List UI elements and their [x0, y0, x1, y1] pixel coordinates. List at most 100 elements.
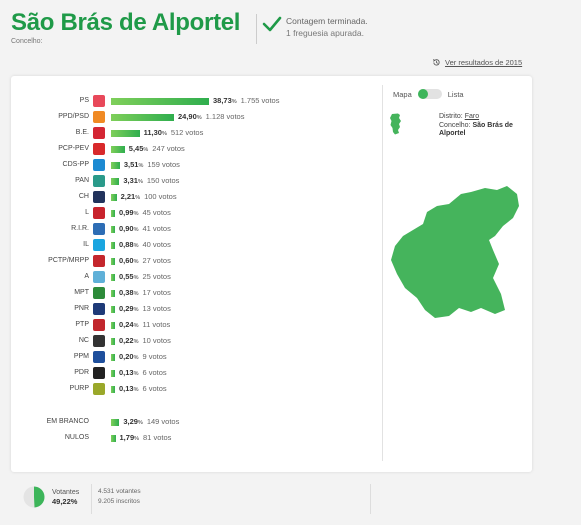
vote-percentage: 0,38 [119, 288, 134, 297]
vote-bar [111, 258, 115, 265]
vote-count: 6 votos [142, 368, 167, 377]
vote-values: 5,45% 247 votos [129, 142, 185, 157]
vote-count: 13 votos [142, 304, 171, 313]
result-row[interactable]: IL 0,88% 40 votos [11, 238, 371, 252]
ps-logo-icon [93, 95, 105, 107]
percent-symbol: % [133, 339, 139, 345]
map-view-label[interactable]: Mapa [393, 89, 412, 99]
vote-bar [111, 194, 117, 201]
vote-bar [111, 274, 115, 281]
vote-percentage: 5,45 [128, 144, 144, 153]
count-status: Contagem terminada. [286, 16, 368, 26]
vote-percentage: 0,55 [119, 272, 134, 281]
vote-bar [111, 178, 120, 185]
vote-count: 150 votos [146, 176, 180, 185]
result-row[interactable]: PTP 0,24% 11 votos [11, 318, 371, 332]
council-name: São Brás de Alportel [439, 121, 513, 138]
party-name: IL [83, 241, 89, 248]
result-row[interactable]: EM BRANCO 3,29% 149 votos [11, 415, 371, 429]
voters-pct-value: 49,22 [52, 497, 71, 506]
result-row[interactable]: PCTP/MRPP 0,60% 27 votos [11, 254, 371, 268]
result-row[interactable]: NULOS 1,79% 81 votos [11, 431, 371, 445]
mpt-logo-icon [93, 287, 105, 299]
previous-results-link[interactable]: Ver resultados de 2015 [432, 58, 522, 67]
vote-percentage: 0,88 [119, 240, 134, 249]
result-row[interactable]: CDS-PP 3,51% 159 votos [11, 158, 371, 172]
percent-symbol: % [138, 163, 144, 169]
previous-results-label[interactable]: Ver resultados de 2015 [445, 58, 523, 67]
vote-values: 11,30% 512 votos [144, 126, 204, 141]
ppm-logo-icon [93, 351, 105, 363]
result-row[interactable]: B.E. 11,30% 512 votos [11, 126, 371, 140]
percent-symbol: % [133, 275, 139, 281]
percent-symbol: % [133, 243, 139, 249]
vote-values: 0,55% 25 votos [119, 270, 171, 285]
page-subtitle: Concelho: [11, 38, 43, 45]
vote-percentage: 0,13 [119, 368, 134, 377]
il-logo-icon [93, 239, 105, 251]
voters-pct-symbol: % [70, 497, 78, 506]
result-row[interactable]: NC 0,22% 10 votos [11, 334, 371, 348]
vote-bar [111, 146, 125, 153]
pan-logo-icon [93, 175, 105, 187]
alianca-logo-icon [93, 271, 105, 283]
portugal-map-icon [390, 113, 401, 135]
result-row[interactable]: A 0,55% 25 votos [11, 270, 371, 284]
vote-bar [111, 386, 115, 393]
percent-symbol: % [133, 259, 139, 265]
header-divider [256, 14, 257, 44]
pcp-pev-logo-icon [93, 143, 105, 155]
result-row[interactable]: PPM 0,20% 9 votos [11, 350, 371, 364]
vote-values: 38,73% 1.755 votos [213, 94, 279, 109]
nc-logo-icon [93, 335, 105, 347]
checkmark-icon [262, 16, 282, 32]
result-row[interactable]: PNR 0,29% 13 votos [11, 302, 371, 316]
percent-symbol: % [143, 147, 149, 153]
party-name: NC [78, 337, 89, 344]
result-row[interactable]: L 0,99% 45 votos [11, 206, 371, 220]
party-name: PPM [73, 353, 89, 360]
vote-values: 0,90% 41 votos [119, 222, 171, 237]
result-row[interactable]: PCP-PEV 5,45% 247 votos [11, 142, 371, 156]
result-row[interactable]: PS 38,73% 1.755 votos [11, 94, 371, 108]
vote-count: 1.755 votos [240, 96, 280, 105]
vote-bar [111, 210, 115, 217]
vote-values: 0,13% 6 votos [119, 382, 167, 397]
vote-values: 24,90% 1.128 votos [178, 110, 244, 125]
municipality-map[interactable] [389, 184, 521, 318]
vote-count: 512 votos [170, 128, 204, 137]
percent-symbol: % [133, 387, 139, 393]
percent-symbol: % [133, 227, 139, 233]
vote-values: 3,29% 149 votos [123, 415, 179, 430]
percent-symbol: % [133, 307, 139, 313]
vote-count: 159 votos [147, 160, 180, 169]
result-row[interactable]: R.I.R. 0,90% 41 votos [11, 222, 371, 236]
vote-count: 9 votos [142, 352, 167, 361]
vote-count: 45 votos [142, 208, 171, 217]
percent-symbol: % [135, 195, 141, 201]
list-view-label[interactable]: Lista [447, 89, 464, 99]
council-label: Concelho: [439, 121, 471, 129]
result-row[interactable]: PURP 0,13% 6 votos [11, 382, 371, 396]
district-link[interactable]: Faro [464, 113, 480, 120]
result-row[interactable]: PDR 0,13% 6 votos [11, 366, 371, 380]
result-row[interactable]: PPD/PSD 24,90% 1.128 votos [11, 110, 371, 124]
vote-values: 3,31% 150 votos [123, 174, 179, 189]
vote-percentage: 0,99 [119, 208, 134, 217]
party-name: PS [79, 97, 89, 104]
vote-count: 25 votos [142, 272, 171, 281]
percent-symbol: % [161, 131, 167, 137]
map-list-switch[interactable] [417, 89, 442, 99]
vote-values: 0,99% 45 votos [119, 206, 171, 221]
result-row[interactable]: PAN 3,31% 150 votos [11, 174, 371, 188]
party-name: PCTP/MRPP [48, 257, 89, 264]
vote-count: 27 votos [142, 256, 171, 265]
party-name: EM BRANCO [46, 418, 89, 425]
vote-percentage: 0,13 [119, 384, 134, 393]
result-row[interactable]: CH 2,21% 100 votos [11, 190, 371, 204]
vote-values: 0,22% 10 votos [119, 334, 171, 349]
voters-count: 4.531 votantes [98, 488, 141, 495]
percent-symbol: % [196, 115, 202, 121]
vote-percentage: 3,31 [123, 176, 138, 185]
result-row[interactable]: MPT 0,38% 17 votos [11, 286, 371, 300]
